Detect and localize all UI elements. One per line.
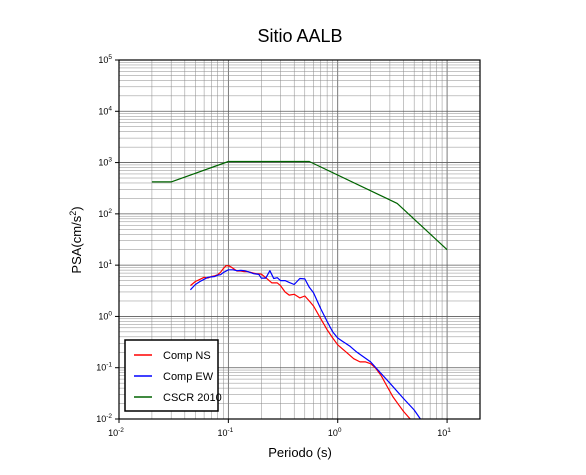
x-axis-title: Periodo (s) bbox=[268, 445, 332, 460]
series-lines bbox=[151, 160, 448, 419]
x-tick-label: 10-2 bbox=[108, 427, 124, 438]
y-tick-label: 102 bbox=[98, 208, 112, 219]
x-tick-label: 10-1 bbox=[217, 427, 233, 438]
chart-title: Sitio AALB bbox=[257, 26, 342, 46]
series-line-comp-ew bbox=[189, 269, 421, 419]
y-axis-title-close: ) bbox=[69, 206, 84, 210]
y-axis-title-base: PSA(cm/s bbox=[69, 215, 84, 273]
legend-label-cscr-2010: CSCR 2010 bbox=[163, 392, 222, 404]
y-tick-label: 100 bbox=[98, 310, 112, 321]
x-tick-label: 100 bbox=[328, 427, 342, 438]
y-tick-label: 10-2 bbox=[96, 413, 112, 424]
legend-label-comp-ns: Comp NS bbox=[163, 350, 211, 362]
x-tick-label: 101 bbox=[437, 427, 451, 438]
y-tick-label: 103 bbox=[98, 157, 112, 168]
y-tick-label: 101 bbox=[98, 259, 112, 270]
legend-label-comp-ew: Comp EW bbox=[163, 371, 214, 383]
legend: Comp NS Comp EW CSCR 2010 bbox=[124, 339, 222, 412]
y-tick-label: 10-1 bbox=[96, 362, 112, 373]
y-axis-title-exp: 2 bbox=[68, 211, 78, 216]
series-line-comp-ns bbox=[190, 265, 411, 419]
grid bbox=[118, 60, 481, 420]
plot-frame bbox=[118, 59, 481, 420]
series-line-cscr-2010 bbox=[151, 160, 448, 251]
axis-ticks: 10-2 10-1 100 101 10-2 10-1 100 101 102 103 104 105 bbox=[96, 54, 451, 438]
y-axis-title: PSA(cm/s2) bbox=[68, 206, 84, 273]
y-tick-label: 104 bbox=[98, 105, 112, 116]
y-tick-label: 105 bbox=[98, 54, 112, 65]
